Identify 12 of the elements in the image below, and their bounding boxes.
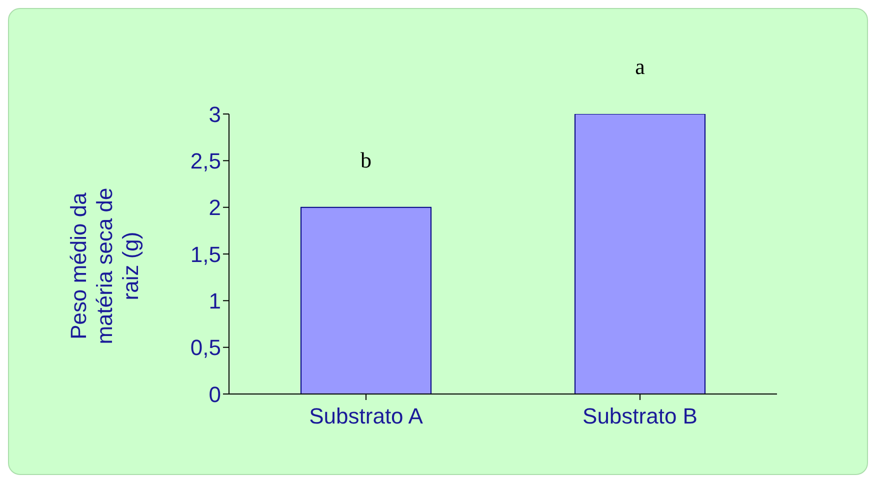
x-tick-label: Substrato B (582, 404, 698, 429)
y-tick-label: 3 (208, 102, 221, 127)
y-tick-label: 0 (208, 382, 221, 407)
annotation: b (360, 147, 372, 172)
y-tick-label: 2 (208, 195, 221, 220)
y-tick-label: 1,5 (190, 242, 221, 267)
y-tick-label: 1 (208, 288, 221, 314)
x-tick-label: Substrato A (309, 404, 424, 429)
y-tick-label: 2,5 (190, 148, 221, 174)
annotation: a (635, 54, 646, 79)
y-tick-label: 0,5 (190, 335, 221, 360)
y-axis-title: Peso médio da matéria seca de raiz (g) (66, 188, 143, 344)
